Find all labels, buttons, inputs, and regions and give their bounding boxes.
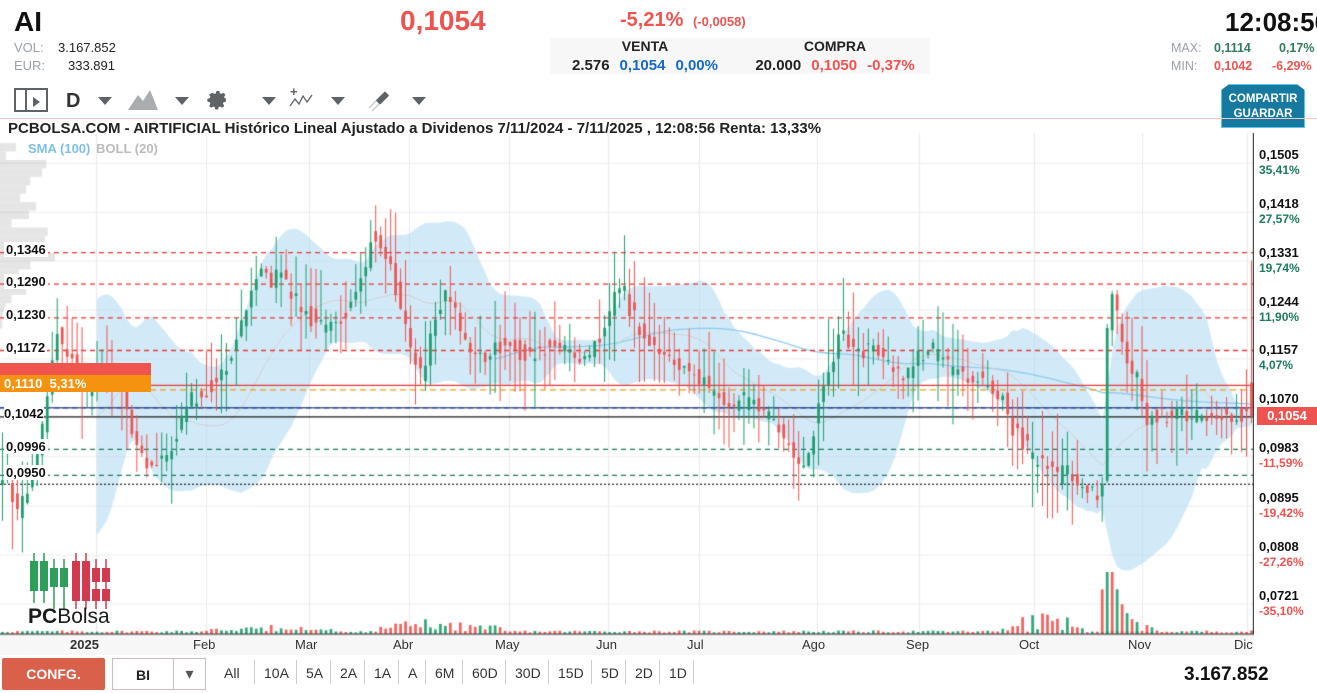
svg-text:D: D — [66, 90, 80, 112]
svg-text:+: + — [290, 86, 298, 99]
